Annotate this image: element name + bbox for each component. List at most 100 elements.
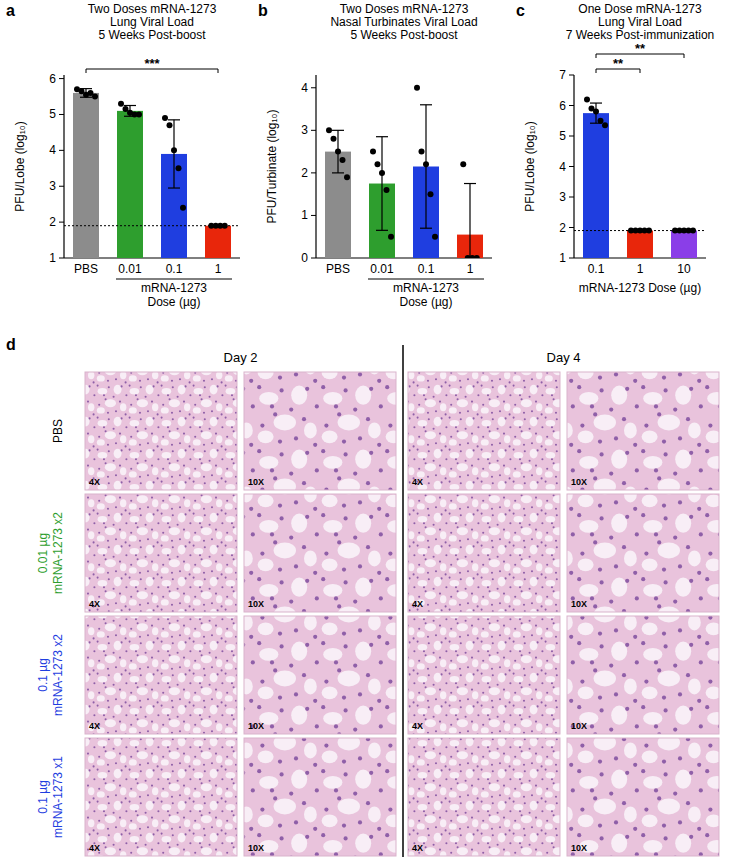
row-label: 0.1 µg xyxy=(36,780,50,814)
error-cap xyxy=(420,228,432,229)
x-axis-title: Dose (µg) xyxy=(148,295,201,309)
point xyxy=(222,223,228,229)
title: 5 Weeks Post-boost xyxy=(350,28,458,42)
point xyxy=(118,101,124,107)
point xyxy=(414,85,420,91)
title: One Dose mRNA-1273 xyxy=(578,2,702,16)
micrograph xyxy=(567,738,719,856)
row-label: mRNA-1273 x2 xyxy=(51,634,65,716)
significance-label: ** xyxy=(613,56,624,71)
y-tick xyxy=(59,258,64,259)
magnification-label: 4X xyxy=(412,599,423,609)
group-line xyxy=(368,279,484,280)
point xyxy=(428,191,434,197)
divider xyxy=(402,345,404,857)
magnification-label: 4X xyxy=(89,599,100,609)
micrograph xyxy=(567,616,719,734)
point xyxy=(331,136,337,142)
panel: cOne Dose mRNA-1273Lung Viral Load7 Week… xyxy=(516,2,714,295)
y-tick-label: 6 xyxy=(559,99,566,113)
x-tick-label: 1 xyxy=(215,262,222,276)
micrograph xyxy=(85,494,237,612)
point xyxy=(598,118,604,124)
panel-letter: a xyxy=(6,2,15,19)
row-label: PBS xyxy=(51,419,65,443)
x-axis-title: Dose (µg) xyxy=(400,295,453,309)
error-bar xyxy=(464,184,476,258)
y-tick-label: 7 xyxy=(559,68,566,82)
x-tick-label: 0.1 xyxy=(166,262,183,276)
error-cap xyxy=(124,105,136,106)
point xyxy=(370,149,376,155)
y-tick xyxy=(569,197,574,198)
magnification-label: 4X xyxy=(89,843,100,853)
y-tick xyxy=(311,87,316,88)
magnification-label: 10X xyxy=(248,477,264,487)
y-tick xyxy=(569,136,574,137)
micrograph xyxy=(244,494,396,612)
error-line xyxy=(469,184,470,258)
micrograph xyxy=(567,494,719,612)
point xyxy=(92,94,98,100)
y-tick xyxy=(311,130,316,131)
y-tick xyxy=(569,258,574,259)
title: Nasal Turbinates Viral Load xyxy=(330,15,477,29)
micrograph xyxy=(567,372,719,490)
point xyxy=(340,157,346,163)
figure: aTwo Doses mRNA-1273Lung Viral Load5 Wee… xyxy=(0,0,750,857)
panel: bTwo Doses mRNA-1273Nasal Turbinates Vir… xyxy=(258,2,492,309)
micrograph xyxy=(85,372,237,490)
y-tick-label: 1 xyxy=(49,251,56,265)
column-header: Day 4 xyxy=(547,350,581,365)
y-axis-title: PFU/Lobe (log₁₀) xyxy=(523,121,537,211)
magnification-label: 10X xyxy=(248,843,264,853)
title: 5 Weeks Post-boost xyxy=(98,28,206,42)
y-tick-label: 6 xyxy=(49,72,56,86)
title: Two Doses mRNA-1273 xyxy=(88,2,217,16)
point xyxy=(646,228,652,234)
magnification-label: 4X xyxy=(89,477,100,487)
point xyxy=(432,234,438,240)
error-bar xyxy=(168,120,180,188)
y-tick-label: 2 xyxy=(559,221,566,235)
x-axis-title: mRNA-1273 xyxy=(141,281,207,295)
point xyxy=(474,255,480,258)
y-tick-label: 4 xyxy=(559,160,566,174)
column-header: Day 2 xyxy=(224,350,258,365)
micrograph xyxy=(408,616,560,734)
title: Lung Viral Load xyxy=(110,15,194,29)
x-axis-title: mRNA-1273 xyxy=(393,281,459,295)
bar xyxy=(205,226,231,258)
y-axis xyxy=(315,75,316,258)
y-tick-label: 3 xyxy=(49,179,56,193)
y-axis-title: PFU/Lobe (log₁₀) xyxy=(13,121,27,211)
magnification-label: 4X xyxy=(412,721,423,731)
panel-letter: d xyxy=(6,336,16,353)
error-line xyxy=(173,120,174,188)
y-tick-label: 0 xyxy=(301,251,308,265)
marks xyxy=(64,86,240,258)
point xyxy=(180,205,186,211)
marks xyxy=(325,85,483,258)
y-axis xyxy=(63,75,64,258)
point xyxy=(379,170,385,176)
significance-label: *** xyxy=(144,56,160,71)
micrograph xyxy=(244,616,396,734)
bar xyxy=(583,113,609,258)
y-tick xyxy=(311,172,316,173)
bar xyxy=(671,231,697,258)
point xyxy=(344,174,350,180)
magnification-label: 10X xyxy=(571,721,587,731)
x-tick-label: 0.01 xyxy=(370,262,394,276)
y-tick xyxy=(311,258,316,259)
error-cap xyxy=(376,136,388,137)
bar xyxy=(627,231,653,258)
x-tick-label: 0.01 xyxy=(118,262,142,276)
y-tick xyxy=(569,105,574,106)
error-bar xyxy=(420,105,432,228)
y-tick xyxy=(59,186,64,187)
y-tick-label: 5 xyxy=(49,107,56,121)
micrograph xyxy=(244,372,396,490)
panel: a Two Doses mRNA-1273Lung Viral Load5 Wee… xyxy=(6,2,240,309)
title: Lung Viral Load xyxy=(598,15,682,29)
